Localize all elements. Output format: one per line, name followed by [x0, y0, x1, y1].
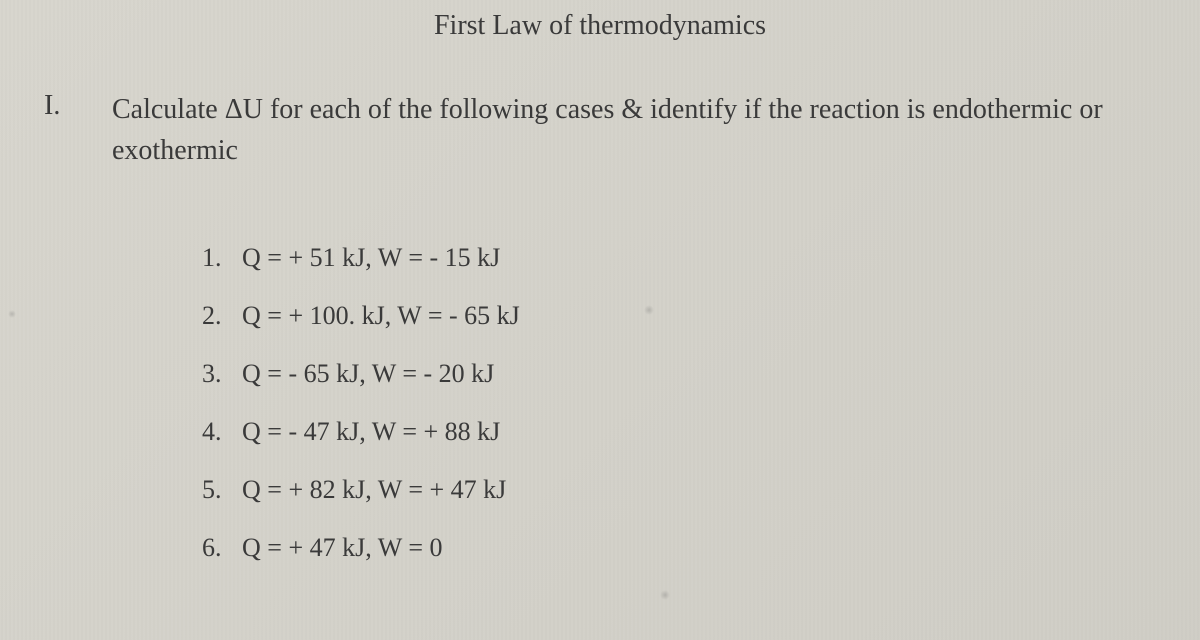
section-one: I. Calculate ΔU for each of the followin… — [0, 90, 1200, 171]
list-item: 1. Q = + 51 kJ, W = - 15 kJ — [202, 243, 1200, 273]
list-item: 3. Q = - 65 kJ, W = - 20 kJ — [202, 359, 1200, 389]
artifact-speck — [8, 310, 16, 318]
problem-list: 1. Q = + 51 kJ, W = - 15 kJ 2. Q = + 100… — [0, 243, 1200, 563]
section-marker: I. — [44, 90, 112, 171]
problem-text: Q = + 51 kJ, W = - 15 kJ — [242, 243, 500, 273]
problem-number: 1. — [202, 243, 242, 273]
document-page: First Law of thermodynamics I. Calculate… — [0, 0, 1200, 640]
artifact-speck — [644, 305, 654, 315]
list-item: 5. Q = + 82 kJ, W = + 47 kJ — [202, 475, 1200, 505]
artifact-speck — [660, 590, 670, 600]
problem-text: Q = - 65 kJ, W = - 20 kJ — [242, 359, 494, 389]
problem-number: 3. — [202, 359, 242, 389]
page-title: First Law of thermodynamics — [0, 10, 1200, 42]
list-item: 4. Q = - 47 kJ, W = + 88 kJ — [202, 417, 1200, 447]
list-item: 2. Q = + 100. kJ, W = - 65 kJ — [202, 301, 1200, 331]
problem-text: Q = + 100. kJ, W = - 65 kJ — [242, 301, 520, 331]
problem-text: Q = - 47 kJ, W = + 88 kJ — [242, 417, 500, 447]
problem-number: 2. — [202, 301, 242, 331]
problem-number: 6. — [202, 533, 242, 563]
section-instruction: Calculate ΔU for each of the following c… — [112, 90, 1160, 171]
problem-number: 4. — [202, 417, 242, 447]
problem-number: 5. — [202, 475, 242, 505]
list-item: 6. Q = + 47 kJ, W = 0 — [202, 533, 1200, 563]
problem-text: Q = + 47 kJ, W = 0 — [242, 533, 442, 563]
problem-text: Q = + 82 kJ, W = + 47 kJ — [242, 475, 506, 505]
